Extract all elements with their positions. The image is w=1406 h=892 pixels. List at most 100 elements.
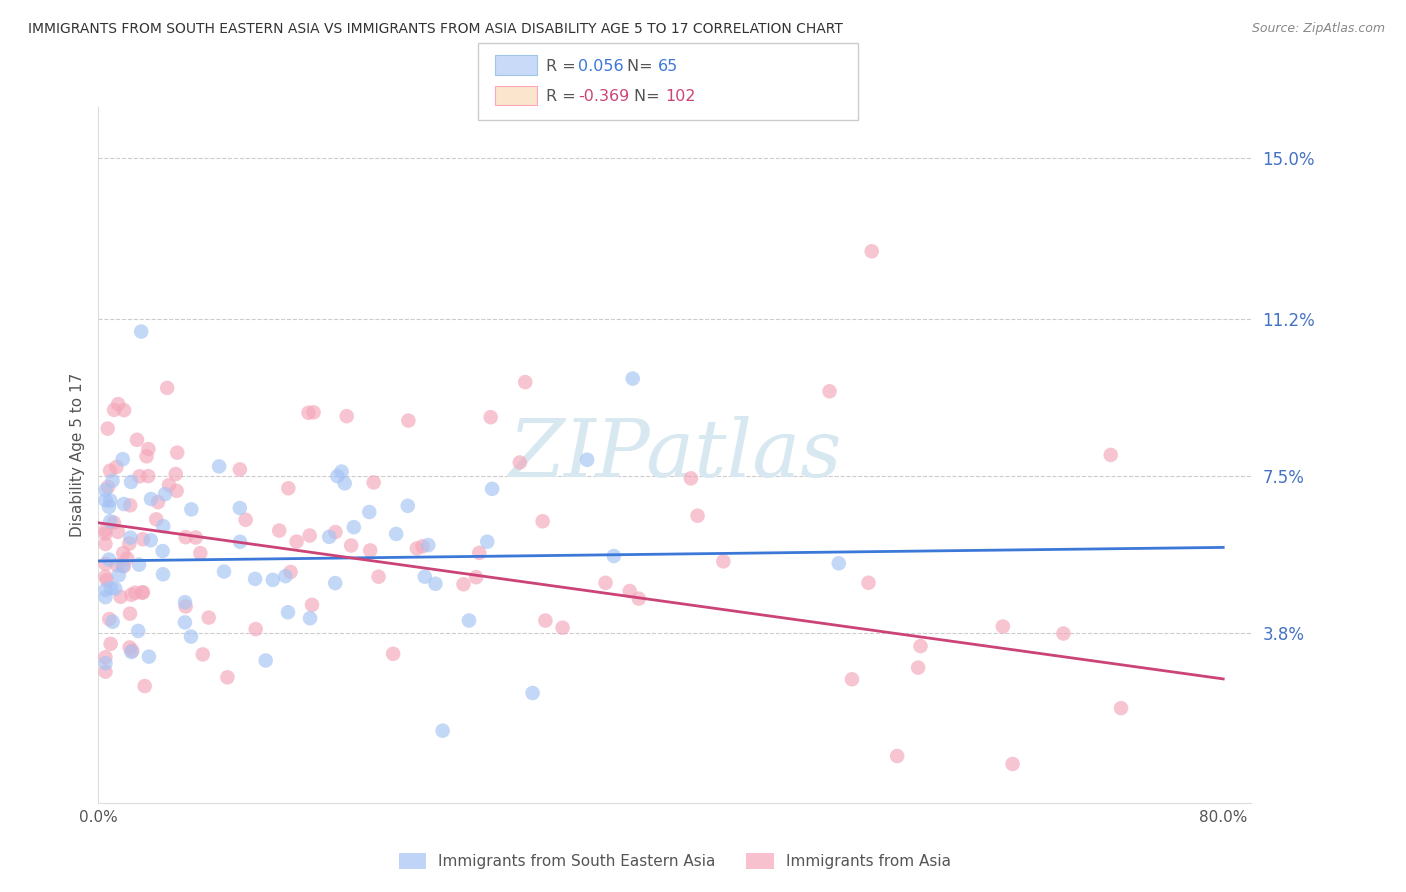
Point bbox=[146, 495, 169, 509]
Point bbox=[359, 505, 381, 519]
Point bbox=[94, 590, 117, 604]
Point bbox=[94, 524, 117, 538]
Point bbox=[120, 531, 142, 545]
Point bbox=[157, 478, 180, 492]
Point bbox=[103, 516, 125, 530]
Point bbox=[152, 519, 174, 533]
Point bbox=[418, 538, 440, 552]
Point bbox=[98, 500, 121, 514]
Point bbox=[112, 403, 135, 417]
Point bbox=[277, 605, 299, 619]
Point bbox=[101, 474, 124, 488]
Point bbox=[277, 481, 299, 495]
Legend: Immigrants from South Eastern Asia, Immigrants from Asia: Immigrants from South Eastern Asia, Immi… bbox=[392, 847, 957, 875]
Point bbox=[515, 375, 537, 389]
Point bbox=[910, 639, 932, 653]
Point bbox=[135, 450, 157, 464]
Point bbox=[132, 532, 155, 546]
Point bbox=[301, 598, 323, 612]
Point bbox=[576, 452, 599, 467]
Point bbox=[1052, 626, 1074, 640]
Point bbox=[107, 524, 129, 539]
Point bbox=[111, 558, 134, 573]
Text: N=: N= bbox=[627, 59, 658, 73]
Point bbox=[245, 622, 267, 636]
Point bbox=[128, 558, 150, 572]
Point bbox=[336, 409, 359, 424]
Point bbox=[174, 595, 197, 609]
Point bbox=[432, 723, 454, 738]
Point bbox=[991, 619, 1014, 633]
Point bbox=[132, 585, 155, 599]
Point bbox=[94, 483, 117, 497]
Point bbox=[120, 498, 142, 512]
Point bbox=[174, 615, 197, 630]
Point bbox=[818, 384, 841, 399]
Point bbox=[551, 621, 574, 635]
Point bbox=[97, 421, 120, 435]
Point bbox=[413, 569, 436, 583]
Point bbox=[343, 520, 366, 534]
Point bbox=[465, 570, 488, 584]
Point bbox=[326, 469, 349, 483]
Point bbox=[531, 514, 554, 528]
Point bbox=[479, 410, 502, 425]
Point bbox=[112, 559, 135, 574]
Point bbox=[458, 614, 481, 628]
Point bbox=[686, 508, 709, 523]
Point bbox=[340, 539, 363, 553]
Point bbox=[1001, 756, 1024, 771]
Point bbox=[124, 585, 146, 599]
Point bbox=[318, 530, 340, 544]
Point bbox=[94, 493, 117, 508]
Point bbox=[129, 325, 152, 339]
Point bbox=[94, 665, 117, 679]
Point bbox=[425, 576, 447, 591]
Text: -0.369: -0.369 bbox=[578, 89, 628, 103]
Point bbox=[860, 244, 883, 259]
Point bbox=[280, 565, 302, 579]
Point bbox=[152, 567, 174, 582]
Point bbox=[94, 650, 117, 665]
Point bbox=[98, 493, 121, 508]
Point bbox=[299, 611, 322, 625]
Point bbox=[886, 749, 908, 764]
Point bbox=[481, 482, 503, 496]
Point bbox=[112, 546, 135, 560]
Point bbox=[262, 573, 284, 587]
Point bbox=[191, 648, 214, 662]
Point bbox=[112, 497, 135, 511]
Point bbox=[174, 599, 197, 614]
Point bbox=[522, 686, 544, 700]
Point bbox=[111, 452, 134, 467]
Point bbox=[453, 577, 475, 591]
Point bbox=[118, 640, 141, 655]
Point bbox=[229, 501, 252, 516]
Point bbox=[603, 549, 626, 563]
Point bbox=[274, 569, 297, 583]
Point bbox=[118, 536, 141, 550]
Point bbox=[297, 406, 319, 420]
Point bbox=[302, 405, 325, 419]
Point bbox=[217, 670, 239, 684]
Point bbox=[382, 647, 405, 661]
Point bbox=[100, 581, 122, 595]
Point bbox=[107, 397, 129, 411]
Point bbox=[136, 469, 159, 483]
Point bbox=[180, 630, 202, 644]
Point bbox=[363, 475, 385, 490]
Point bbox=[468, 546, 491, 560]
Point bbox=[509, 455, 531, 469]
Point bbox=[110, 590, 132, 604]
Point bbox=[98, 612, 121, 626]
Point bbox=[208, 459, 231, 474]
Point bbox=[1099, 448, 1122, 462]
Point bbox=[145, 512, 167, 526]
Point bbox=[153, 487, 176, 501]
Point bbox=[98, 514, 121, 528]
Point bbox=[101, 615, 124, 629]
Point bbox=[105, 558, 128, 573]
Point bbox=[94, 526, 117, 541]
Point bbox=[120, 475, 142, 489]
Text: R =: R = bbox=[546, 59, 581, 73]
